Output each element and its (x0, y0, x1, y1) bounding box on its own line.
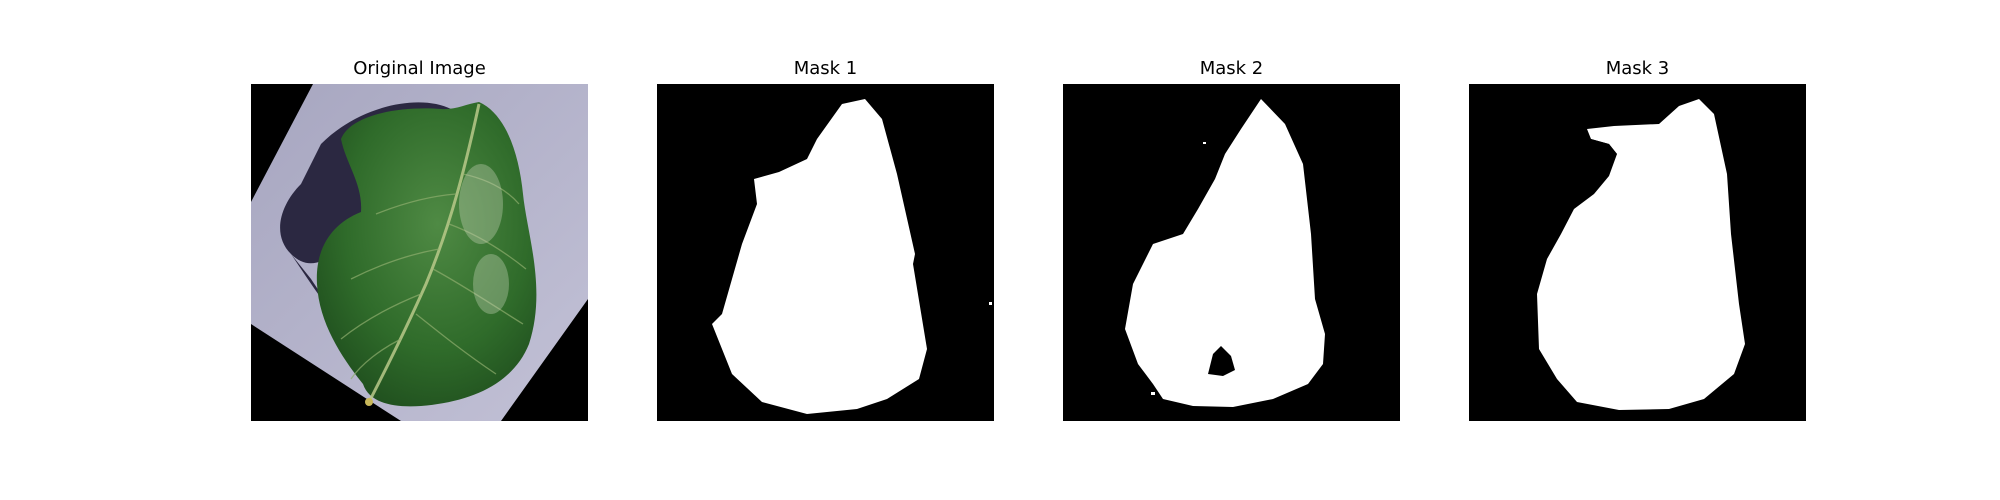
mask-3-region (1537, 99, 1745, 410)
mask-2-noise (1151, 142, 1247, 395)
mask-1 (657, 84, 994, 421)
mask-1-speck (989, 302, 992, 305)
leaf-midrib (367, 103, 481, 403)
leaf-side-veins (340, 173, 527, 380)
leaf-stem (365, 398, 373, 406)
mask-2-canvas (1063, 84, 1400, 421)
original-image-canvas (251, 84, 588, 421)
mask-2-hole (1208, 346, 1235, 376)
mask-3-canvas (1469, 84, 1806, 421)
mask-1-canvas (657, 84, 994, 421)
mask-3-notch (1591, 139, 1617, 162)
panel-title-mask-3: Mask 3 (1605, 58, 1670, 79)
panel-title-mask-1: Mask 1 (793, 58, 858, 79)
leaf (316, 102, 537, 407)
leaf-highlights (459, 164, 509, 314)
original-image (251, 84, 588, 421)
panel-title-original-image: Original Image (353, 58, 486, 79)
mask-3 (1469, 84, 1806, 421)
mask-2 (1063, 84, 1400, 421)
mask-2-region (1125, 99, 1325, 407)
panel-title-mask-2: Mask 2 (1199, 58, 1264, 79)
mask-1-region (712, 99, 927, 414)
